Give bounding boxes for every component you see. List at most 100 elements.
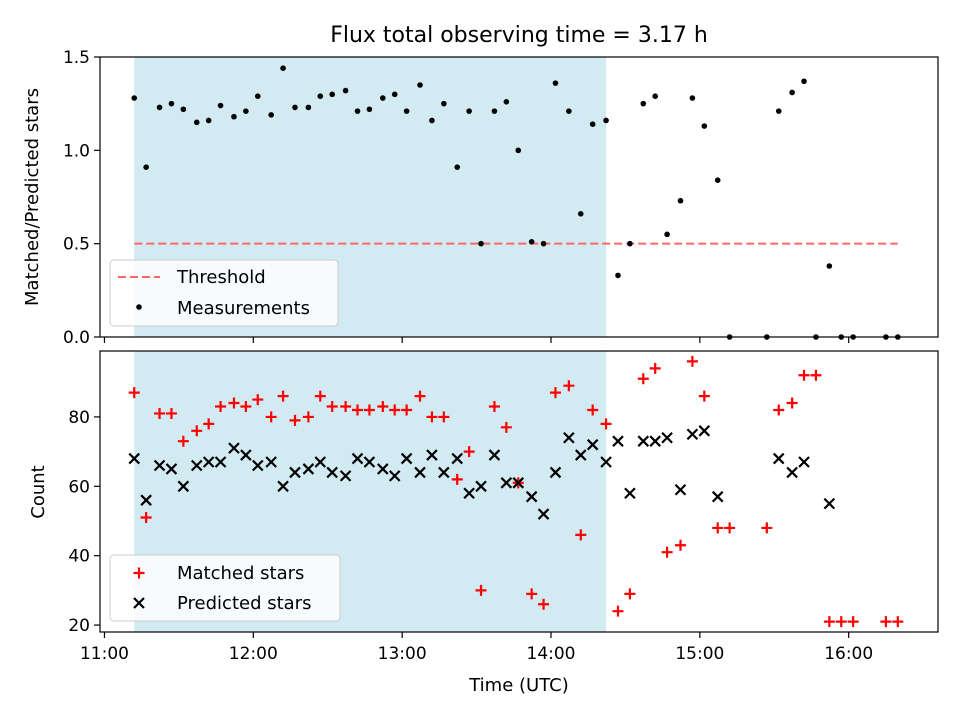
measurement-point: [491, 108, 498, 114]
predicted-star-point: [798, 456, 810, 468]
matched-star-point: [389, 404, 401, 416]
top-y-tick-label: 1.0: [63, 141, 90, 161]
chart-title: Flux total observing time = 3.17 h: [330, 23, 708, 48]
x-tick-label: 12:00: [229, 644, 278, 664]
predicted-star-point: [661, 431, 673, 444]
measurement-point: [243, 108, 249, 114]
predicted-star-point: [240, 449, 252, 461]
predicted-star-point: [351, 452, 364, 465]
measurement-point: [131, 95, 138, 101]
predicted-star-point: [586, 438, 599, 451]
matched-star-point: [414, 390, 426, 402]
predicted-star-point: [823, 497, 836, 510]
predicted-star-point: [624, 487, 636, 500]
x-tick-label: 11:00: [80, 644, 129, 664]
predicted-star-point: [339, 470, 352, 482]
predicted-star-point: [451, 452, 464, 465]
measurement-point: [664, 231, 670, 238]
measurement-point: [503, 99, 510, 105]
predicted-star-point: [600, 456, 612, 468]
legend-predicted-swatch: [133, 597, 145, 609]
measurement-point: [292, 104, 298, 111]
predicted-star-point: [563, 431, 575, 444]
matched-star-point: [612, 605, 624, 617]
matched-star-point: [363, 404, 375, 416]
predicted-star-point: [488, 449, 501, 461]
predicted-star-point: [277, 480, 289, 493]
predicted-star-point: [525, 490, 538, 503]
legend-predicted-label: Predicted stars: [177, 593, 311, 614]
measurement-point: [417, 82, 423, 88]
x-tick-label: 16:00: [824, 644, 873, 664]
measurement-point: [540, 240, 547, 247]
bottom-legend-box: [109, 554, 341, 622]
predicted-star-point: [289, 466, 301, 479]
x-axis-label: Time (UTC): [468, 675, 569, 696]
matched-star-point: [252, 394, 264, 406]
measurement-point: [615, 272, 621, 279]
predicted-star-point: [649, 435, 661, 447]
measurement-point: [577, 211, 584, 217]
predicted-star-point: [400, 452, 413, 465]
measurement-point: [268, 112, 274, 118]
matched-star-point: [563, 380, 575, 392]
bottom-y-tick-label: 40: [68, 547, 90, 567]
predicted-star-point: [177, 480, 190, 493]
matched-star-point: [215, 401, 227, 413]
measurement-point: [366, 106, 373, 113]
measurement-point: [280, 65, 286, 71]
predicted-star-point: [228, 442, 240, 454]
predicted-star-point: [612, 435, 624, 447]
predicted-star-point: [537, 508, 550, 520]
measurement-point: [217, 102, 224, 109]
measurement-point: [478, 240, 484, 247]
measurement-point: [466, 108, 472, 114]
measurement-point: [305, 104, 312, 111]
measurement-point: [454, 164, 461, 170]
measurement-point: [380, 95, 386, 101]
bottom-y-tick-label: 80: [68, 408, 90, 428]
measurement-point: [317, 93, 324, 99]
measurement-point: [589, 121, 596, 127]
top-y-tick-label: 0.5: [63, 235, 90, 255]
predicted-star-point: [574, 449, 587, 461]
matched-star-point: [377, 401, 389, 413]
matched-star-point: [712, 522, 724, 534]
matched-star-point: [401, 404, 413, 416]
predicted-star-point: [214, 456, 227, 468]
matched-star-point: [203, 418, 215, 430]
matched-star-point: [426, 411, 438, 423]
top-axes-frame: [99, 56, 939, 338]
predicted-star-point: [414, 466, 426, 479]
predicted-star-point: [549, 466, 562, 479]
top-y-tick-label: 0.0: [63, 328, 90, 348]
predicted-star-point: [637, 435, 650, 447]
matched-star-point: [892, 616, 904, 628]
matched-star-point: [314, 390, 326, 402]
matched-star-point: [265, 411, 277, 423]
matched-star-point: [277, 390, 289, 402]
matched-star-point: [549, 387, 561, 399]
measurement-point: [231, 113, 237, 120]
matched-star-point: [600, 418, 612, 430]
predicted-star-point: [165, 463, 178, 475]
measurement-point: [354, 108, 361, 114]
measurement-point: [329, 91, 335, 98]
x-tick-label: 15:00: [675, 644, 724, 664]
measurement-point: [603, 117, 609, 124]
predicted-star-point: [711, 490, 724, 503]
x-tick-label: 13:00: [378, 644, 427, 664]
predicted-star-point: [190, 459, 203, 472]
matched-star-point: [786, 397, 798, 409]
predicted-star-point: [153, 459, 166, 472]
matched-star-point: [326, 401, 338, 413]
matched-star-point: [847, 616, 859, 628]
matched-star-point: [674, 539, 686, 551]
bottom-axes-frame: [99, 350, 939, 633]
top-y-axis-label: Matched/Predicted stars: [22, 88, 43, 306]
measurement-point: [627, 240, 633, 247]
predicted-star-point: [265, 456, 277, 468]
measurement-point: [156, 104, 163, 111]
matched-star-point: [128, 387, 140, 399]
measurement-point: [205, 117, 212, 124]
